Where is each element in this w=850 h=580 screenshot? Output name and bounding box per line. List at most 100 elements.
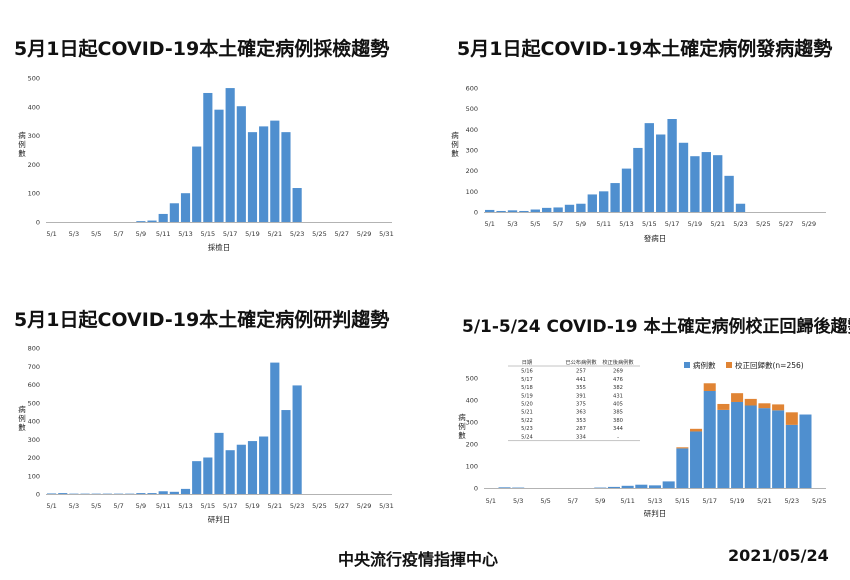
table-cell: 5/23 (521, 426, 533, 432)
x-tick-label: 5/13 (178, 502, 193, 510)
legend-swatch-reported (684, 362, 690, 368)
x-tick-label: 5/19 (245, 230, 260, 238)
y-tick-label: 500 (28, 399, 40, 407)
bar-reported (676, 448, 689, 488)
bar-reported (744, 405, 757, 488)
bar (247, 441, 258, 494)
table-cell: 5/18 (521, 385, 533, 391)
y-tick-label: 500 (466, 375, 478, 383)
y-tick-label: 200 (28, 454, 40, 462)
table-cell: 385 (613, 410, 623, 416)
x-axis-title: 採檢日 (208, 242, 231, 252)
x-tick-label: 5/17 (223, 502, 238, 510)
bar-reported (621, 485, 634, 488)
chart-title-specimen: 5月1日起COVID-19本土確定病例採檢趨勢 (14, 38, 390, 60)
x-tick-label: 5/5 (530, 220, 540, 228)
table-cell: 5/20 (521, 402, 533, 408)
y-tick-label: 100 (28, 190, 40, 198)
x-tick-label: 5/17 (223, 230, 238, 238)
organization-name: 中央流行疫情指揮中心 (338, 550, 499, 569)
bar-reported (607, 486, 620, 488)
bar (192, 461, 202, 494)
x-tick-label: 5/11 (156, 502, 171, 510)
y-tick-label: 400 (466, 126, 478, 134)
bar (281, 410, 291, 494)
bar (564, 204, 575, 212)
bar (136, 221, 146, 222)
y-axis-title: 病例數 (18, 130, 26, 158)
x-tick-label: 5/23 (784, 497, 799, 505)
x-axis-title: 研判日 (644, 508, 667, 518)
x-tick-label: 5/17 (665, 220, 680, 228)
y-tick-label: 600 (28, 381, 40, 389)
y-axis-title: 病例數 (18, 404, 26, 432)
y-tick-label: 100 (466, 463, 478, 471)
x-tick-label: 5/29 (357, 502, 372, 510)
bar (633, 147, 643, 212)
bar (496, 210, 506, 212)
bar-backfilled (758, 403, 771, 409)
y-tick-label: 500 (466, 105, 478, 113)
bar (656, 134, 666, 212)
bar (180, 193, 191, 222)
legend-label-reported: 病例數 (693, 360, 716, 370)
table-cell: 431 (613, 393, 623, 399)
y-tick-label: 200 (28, 161, 40, 169)
bar-reported (648, 485, 662, 488)
bar (247, 132, 258, 222)
table-cell: 257 (576, 369, 586, 375)
x-tick-label: 5/15 (201, 502, 216, 510)
bar (519, 210, 529, 212)
bar-reported (785, 424, 798, 488)
x-tick-label: 5/3 (69, 230, 79, 238)
y-tick-label: 300 (466, 147, 478, 155)
bar (610, 183, 620, 212)
x-tick-label: 5/1 (486, 497, 496, 505)
bar-backfilled (731, 393, 744, 402)
x-tick-label: 5/31 (379, 230, 394, 238)
table-cell: 287 (576, 426, 586, 432)
bar-reported (758, 408, 771, 488)
x-tick-label: 5/19 (730, 497, 745, 505)
chart-title-corrected: 5/1-5/24 COVID-19 本土確定病例校正回歸後趨勢 (462, 317, 850, 337)
bar (644, 123, 654, 212)
bar-reported (717, 409, 730, 488)
table-cell: 441 (576, 377, 586, 383)
table-cell: 382 (613, 385, 623, 391)
x-tick-label: 5/15 (642, 220, 657, 228)
x-tick-label: 5/9 (595, 497, 605, 505)
x-tick-label: 5/5 (91, 502, 101, 510)
table-cell: 375 (576, 402, 586, 408)
bar-backfilled (744, 398, 757, 406)
bar-backfilled (717, 403, 730, 410)
table-cell: 353 (576, 418, 586, 424)
bar (259, 436, 269, 494)
x-tick-label: 5/1 (46, 230, 56, 238)
bar-backfilled (785, 412, 798, 425)
report-date: 2021/05/24 (728, 546, 829, 565)
bar (225, 450, 235, 494)
bar (58, 493, 68, 494)
x-tick-label: 5/11 (156, 230, 171, 238)
x-tick-label: 5/27 (334, 230, 349, 238)
y-tick-label: 0 (474, 485, 478, 493)
x-tick-label: 5/17 (702, 497, 717, 505)
table-cell: 5/17 (521, 377, 533, 383)
x-tick-label: 5/7 (113, 230, 123, 238)
y-tick-label: 500 (28, 75, 40, 83)
x-tick-label: 5/5 (540, 497, 550, 505)
bar (270, 362, 280, 494)
x-tick-label: 5/13 (178, 230, 193, 238)
bar (542, 207, 552, 212)
y-tick-label: 400 (28, 418, 40, 426)
y-tick-label: 0 (36, 491, 40, 499)
table-cell: 363 (576, 410, 586, 416)
x-tick-label: 5/15 (201, 230, 216, 238)
bar (690, 156, 700, 212)
bar (136, 493, 146, 494)
legend-swatch-backfilled (726, 362, 732, 368)
x-tick-label: 5/7 (553, 220, 563, 228)
chart-title-confirmation: 5月1日起COVID-19本土確定病例研判趨勢 (14, 309, 390, 331)
